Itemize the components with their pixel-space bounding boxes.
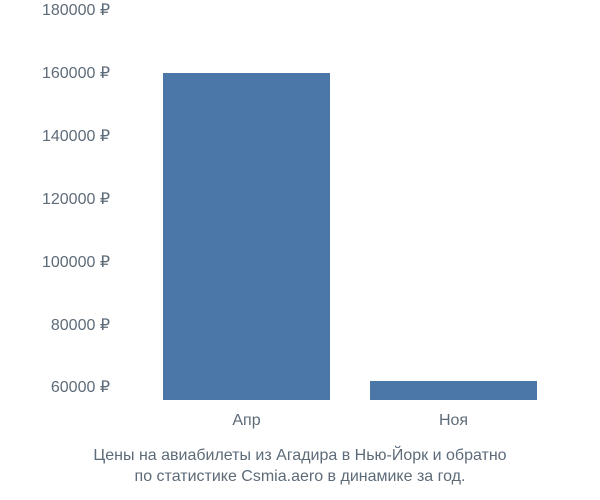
chart-caption: Цены на авиабилеты из Агадира в Нью-Йорк… — [0, 445, 600, 488]
bars-container — [115, 10, 585, 400]
y-tick-label: 80000 ₽ — [20, 315, 110, 335]
bar — [163, 73, 330, 400]
y-axis: 60000 ₽ 80000 ₽ 100000 ₽ 120000 ₽ 140000 ₽ 16… — [20, 10, 110, 400]
y-tick-label: 100000 ₽ — [20, 252, 110, 272]
price-chart: 60000 ₽80000 ₽100000 ₽120000 ₽140000 ₽16… — [115, 10, 585, 400]
y-tick-label: 60000 ₽ — [20, 377, 110, 397]
caption-line-1: Цены на авиабилеты из Агадира в Нью-Йорк… — [93, 447, 506, 464]
y-tick-label: 160000 ₽ — [20, 63, 110, 83]
y-tick-label: 140000 ₽ — [20, 126, 110, 146]
y-tick-label: 180000 ₽ — [20, 0, 110, 20]
plot-area: 60000 ₽80000 ₽100000 ₽120000 ₽140000 ₽16… — [115, 10, 585, 400]
bar — [370, 381, 537, 400]
bar-group — [364, 381, 544, 400]
bar-group — [157, 73, 337, 400]
x-axis-labels: Апр Ноя — [115, 412, 585, 430]
x-tick-label: Ноя — [364, 412, 544, 430]
caption-line-2: по статистике Csmia.aero в динамике за г… — [135, 468, 466, 485]
y-tick-label: 120000 ₽ — [20, 189, 110, 209]
x-tick-label: Апр — [157, 412, 337, 430]
